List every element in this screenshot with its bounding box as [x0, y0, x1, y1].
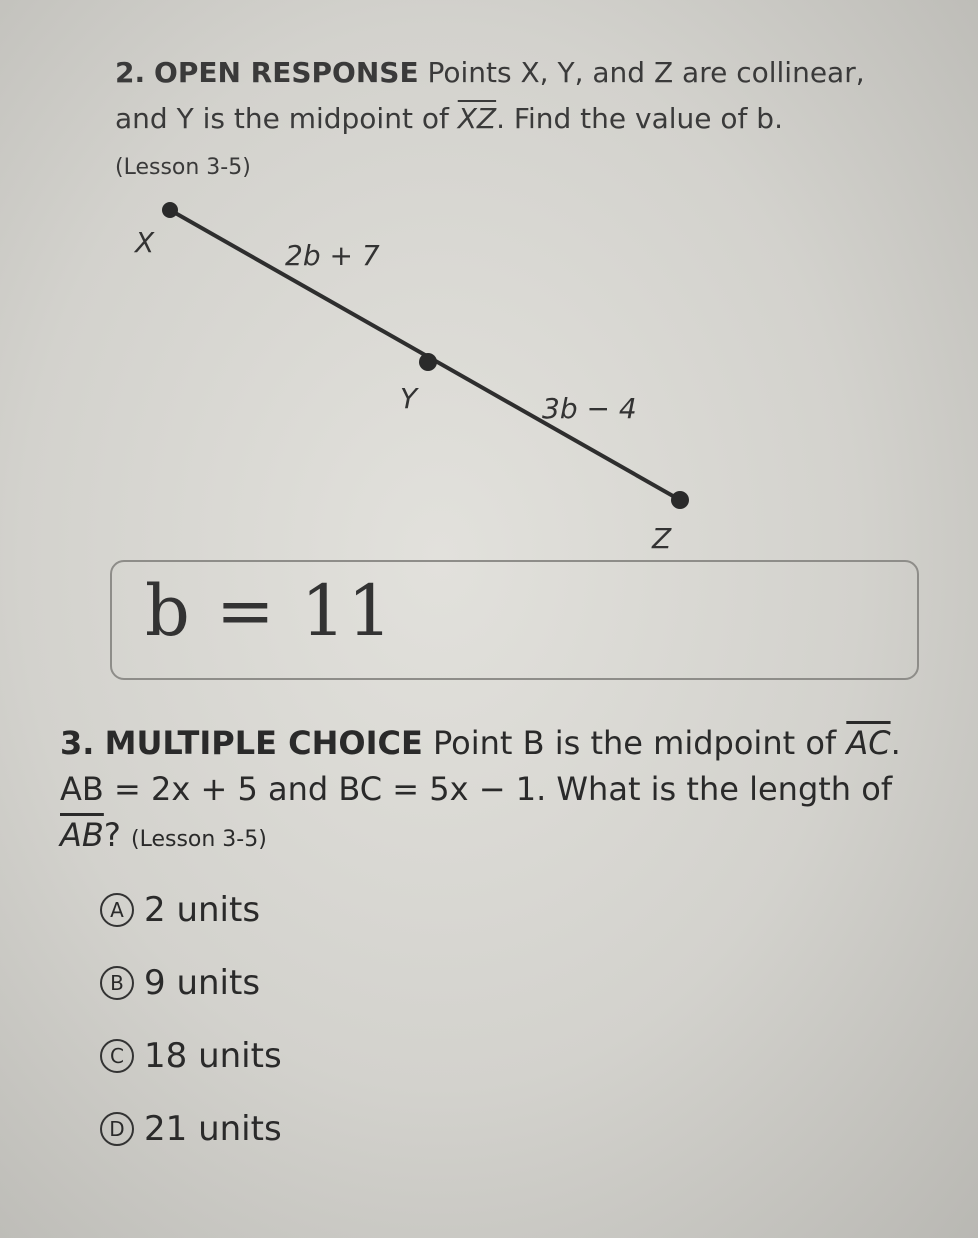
choice-letter: C [100, 1039, 134, 1073]
choice-letter: D [100, 1112, 134, 1146]
q3-segment: AB [60, 816, 104, 854]
q2-text: Points X, Y, and Z are collinear, and Y … [115, 56, 865, 135]
choice: A 2 units [100, 890, 260, 930]
choice-letter: A [100, 893, 134, 927]
point-label: Y [400, 382, 419, 415]
q3-number: 3. [60, 724, 95, 762]
question-2: 2. OPEN RESPONSE Points X, Y, and Z are … [115, 50, 865, 191]
point [162, 202, 178, 218]
q3-lesson: (Lesson 3-5) [131, 827, 267, 852]
question-3: 3. MULTIPLE CHOICE Point B is the midpoi… [60, 720, 930, 863]
choice-letter: B [100, 966, 134, 1000]
q2-lesson: (Lesson 3-5) [115, 155, 251, 180]
q2-label: OPEN RESPONSE [154, 56, 419, 89]
q2-segment: XZ [457, 102, 497, 135]
choice: B 9 units [100, 963, 260, 1003]
choice-text: 18 units [144, 1036, 282, 1076]
q3-text: ? [103, 816, 121, 854]
answer: b = 11 [145, 570, 395, 652]
q3-segment: AC [846, 724, 891, 762]
point [419, 353, 437, 371]
choice: D 21 units [100, 1109, 282, 1149]
choice-text: 9 units [144, 963, 261, 1003]
q3-label: MULTIPLE CHOICE [104, 724, 423, 762]
diagram: X 2b + 7 Y 3b − 4 Z [133, 202, 689, 555]
length-label: 2b + 7 [285, 239, 380, 272]
choice: C 18 units [100, 1036, 282, 1076]
point [671, 491, 689, 509]
q3-text: Point B is the midpoint of [432, 724, 837, 762]
q2-text: . Find the value of b. [496, 102, 783, 135]
q3-text: . AB = 2x + 5 and BC = 5x − 1. What is t… [60, 724, 901, 808]
q2-number: 2. [115, 56, 146, 89]
choice-text: 2 units [144, 890, 261, 930]
point-label: X [133, 226, 155, 259]
point-label: Z [651, 522, 672, 555]
answer-box [110, 560, 919, 680]
choice-text: 21 units [144, 1109, 282, 1149]
length-label: 3b − 4 [542, 392, 637, 425]
